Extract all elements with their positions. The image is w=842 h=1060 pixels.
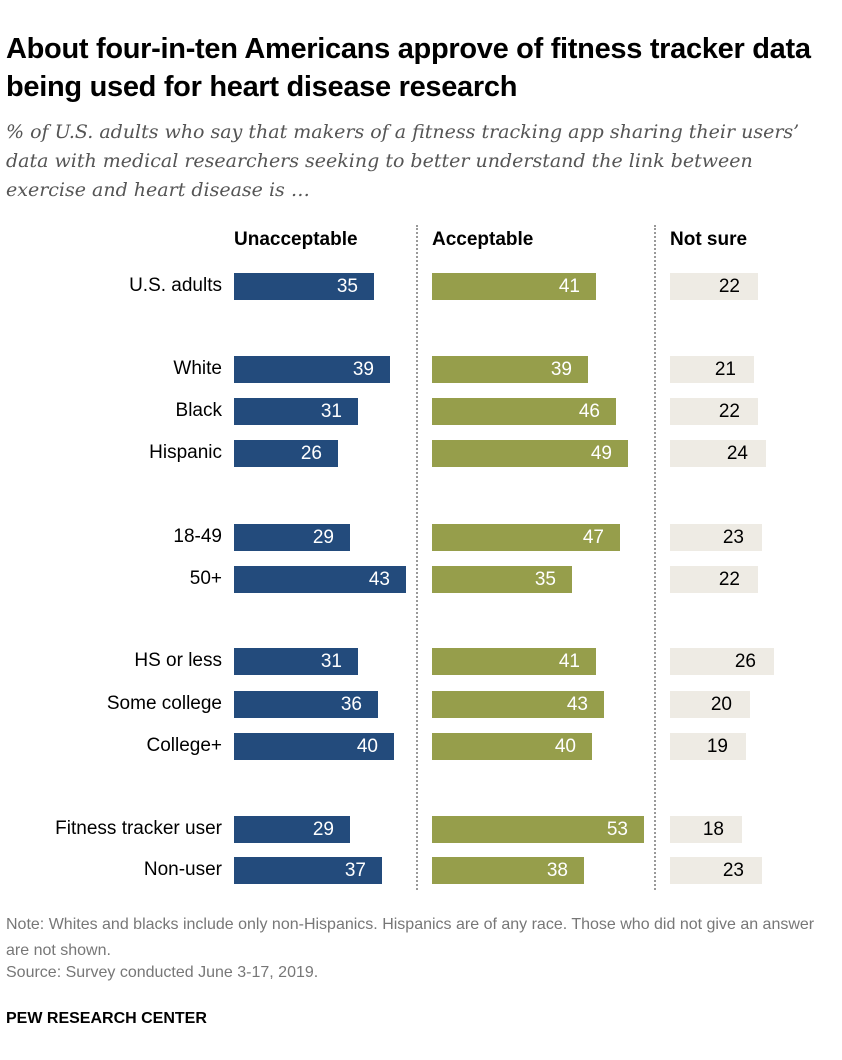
- category-label: Hispanic: [149, 442, 222, 463]
- bar-acceptable: [432, 273, 596, 300]
- data-label: 37: [344, 860, 366, 881]
- bar-unacceptable: [234, 816, 350, 843]
- bar-acceptable: [432, 691, 604, 718]
- data-label: 31: [320, 401, 342, 422]
- bar-acceptable: [432, 816, 644, 843]
- data-label: 41: [558, 651, 580, 672]
- category-label: Some college: [106, 693, 222, 714]
- data-label: 40: [356, 736, 378, 757]
- bar-unacceptable: [234, 356, 390, 383]
- bar-not-sure: [670, 733, 746, 760]
- bar-acceptable: [432, 648, 596, 675]
- bar-unacceptable: [234, 440, 338, 467]
- category-label: College+: [146, 735, 222, 756]
- data-label: 26: [300, 443, 322, 464]
- data-label: 43: [566, 694, 588, 715]
- chart-title: About four-in-ten Americans approve of f…: [6, 33, 811, 103]
- header-not-sure: Not sure: [670, 229, 748, 250]
- chart-subtitle: % of U.S. adults who say that makers of …: [6, 121, 800, 201]
- data-label: 49: [590, 443, 612, 464]
- category-label: White: [173, 358, 222, 379]
- bar-not-sure: [670, 524, 762, 551]
- bar-acceptable: [432, 440, 628, 467]
- source: Source: Survey conducted June 3-17, 2019…: [6, 964, 319, 981]
- divider: [654, 225, 656, 890]
- data-label: 18: [702, 819, 724, 840]
- bar-not-sure: [670, 816, 742, 843]
- data-label: 46: [578, 401, 600, 422]
- data-label: 53: [606, 819, 628, 840]
- data-label: 22: [718, 401, 740, 422]
- bar-unacceptable: [234, 733, 394, 760]
- data-label: 39: [550, 359, 572, 380]
- bar-unacceptable: [234, 566, 406, 593]
- header-unacceptable: Unacceptable: [234, 229, 358, 250]
- bar-unacceptable: [234, 398, 358, 425]
- bar-acceptable: [432, 857, 584, 884]
- bar-not-sure: [670, 857, 762, 884]
- data-label: 35: [534, 569, 556, 590]
- bar-not-sure: [670, 273, 758, 300]
- note: Note: Whites and blacks include only non…: [6, 916, 815, 959]
- bar-acceptable: [432, 566, 572, 593]
- bar-unacceptable: [234, 524, 350, 551]
- data-label: 23: [722, 527, 744, 548]
- category-label: Non-user: [143, 859, 222, 880]
- data-label: 20: [710, 694, 732, 715]
- data-label: 22: [718, 276, 740, 297]
- data-label: 39: [352, 359, 374, 380]
- category-label: 18-49: [173, 526, 222, 547]
- data-label: 43: [368, 569, 390, 590]
- header-acceptable: Acceptable: [432, 229, 534, 250]
- category-label: HS or less: [134, 650, 222, 671]
- data-label: 41: [558, 276, 580, 297]
- bar-acceptable: [432, 398, 616, 425]
- category-label: 50+: [189, 568, 222, 589]
- data-label: 26: [734, 651, 756, 672]
- data-label: 19: [706, 736, 728, 757]
- data-label: 29: [312, 527, 334, 548]
- bar-acceptable: [432, 356, 588, 383]
- data-label: 35: [336, 276, 358, 297]
- data-label: 21: [714, 359, 736, 380]
- data-label: 40: [554, 736, 576, 757]
- bar-not-sure: [670, 440, 766, 467]
- bar-acceptable: [432, 733, 592, 760]
- category-label: Black: [175, 400, 222, 421]
- bar-unacceptable: [234, 648, 358, 675]
- bar-not-sure: [670, 691, 750, 718]
- category-label: Fitness tracker user: [55, 818, 222, 839]
- category-label: U.S. adults: [129, 275, 222, 296]
- bar-not-sure: [670, 648, 774, 675]
- divider: [416, 225, 418, 890]
- bar-unacceptable: [234, 857, 382, 884]
- bar-unacceptable: [234, 273, 374, 300]
- data-label: 22: [718, 569, 740, 590]
- data-label: 31: [320, 651, 342, 672]
- bar-not-sure: [670, 566, 758, 593]
- data-label: 36: [340, 694, 362, 715]
- data-label: 23: [722, 860, 744, 881]
- brand-logo: PEW RESEARCH CENTER: [6, 1010, 207, 1027]
- bar-not-sure: [670, 398, 758, 425]
- data-label: 38: [546, 860, 568, 881]
- data-label: 47: [582, 527, 604, 548]
- bar-unacceptable: [234, 691, 378, 718]
- data-label: 29: [312, 819, 334, 840]
- bar-not-sure: [670, 356, 754, 383]
- data-label: 24: [726, 443, 748, 464]
- bar-acceptable: [432, 524, 620, 551]
